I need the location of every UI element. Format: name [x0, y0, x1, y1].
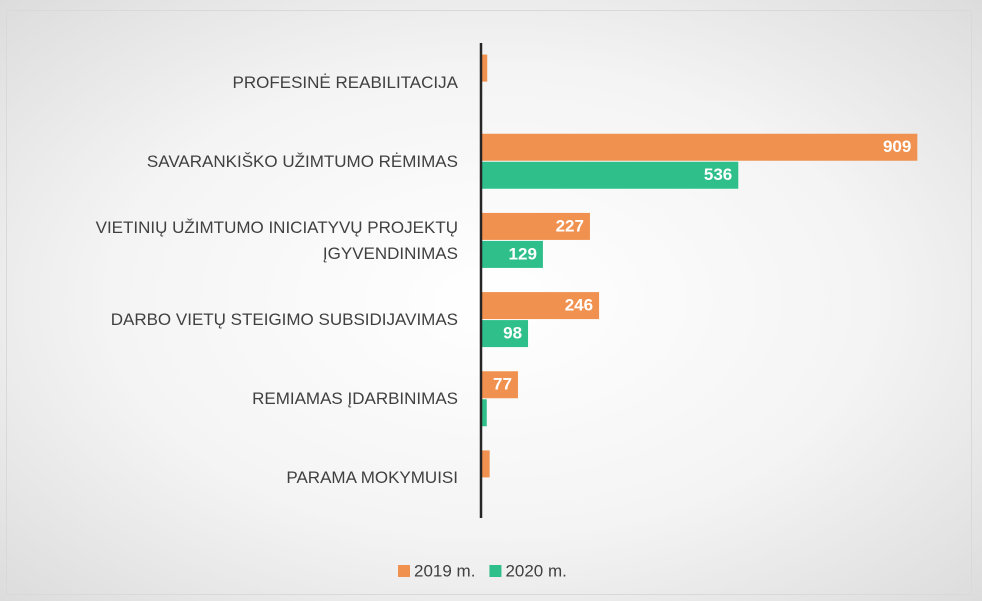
- data-label: 536: [704, 165, 732, 184]
- bar: [481, 399, 487, 427]
- legend-swatch: [398, 565, 410, 577]
- bar: [481, 161, 739, 189]
- data-label: 909: [883, 137, 911, 156]
- bar: [481, 292, 600, 320]
- data-label: 77: [493, 375, 512, 394]
- data-label: 98: [503, 324, 522, 343]
- bar: [481, 240, 543, 268]
- category-label: DARBO VIETŲ STEIGIMO SUBSIDIJAVIMAS: [110, 310, 458, 330]
- legend-label: 2019 m.: [414, 561, 475, 580]
- bar: [481, 371, 518, 399]
- category-label: VIETINIŲ UŽIMTUMO INICIATYVŲ PROJEKTŲ ĮG…: [95, 217, 458, 263]
- data-label: 129: [509, 244, 537, 263]
- bar: [481, 320, 529, 348]
- category-label: PARAMA MOKYMUISI: [286, 468, 458, 488]
- bar: [481, 133, 918, 161]
- category-label: PROFESINĖ REABILITACIJA: [232, 72, 458, 92]
- category-label: SAVARANKIŠKO UŽIMTUMO RĖMIMAS: [146, 151, 458, 171]
- bar: [481, 450, 490, 478]
- bar: [481, 54, 488, 82]
- legend-label: 2020 m.: [505, 561, 566, 580]
- data-label: 246: [565, 296, 593, 315]
- data-label: 227: [556, 216, 584, 235]
- chart-frame: [6, 10, 972, 595]
- category-label: REMIAMAS ĮDARBINIMAS: [252, 389, 458, 409]
- legend-swatch: [489, 565, 502, 577]
- bar: [481, 212, 590, 240]
